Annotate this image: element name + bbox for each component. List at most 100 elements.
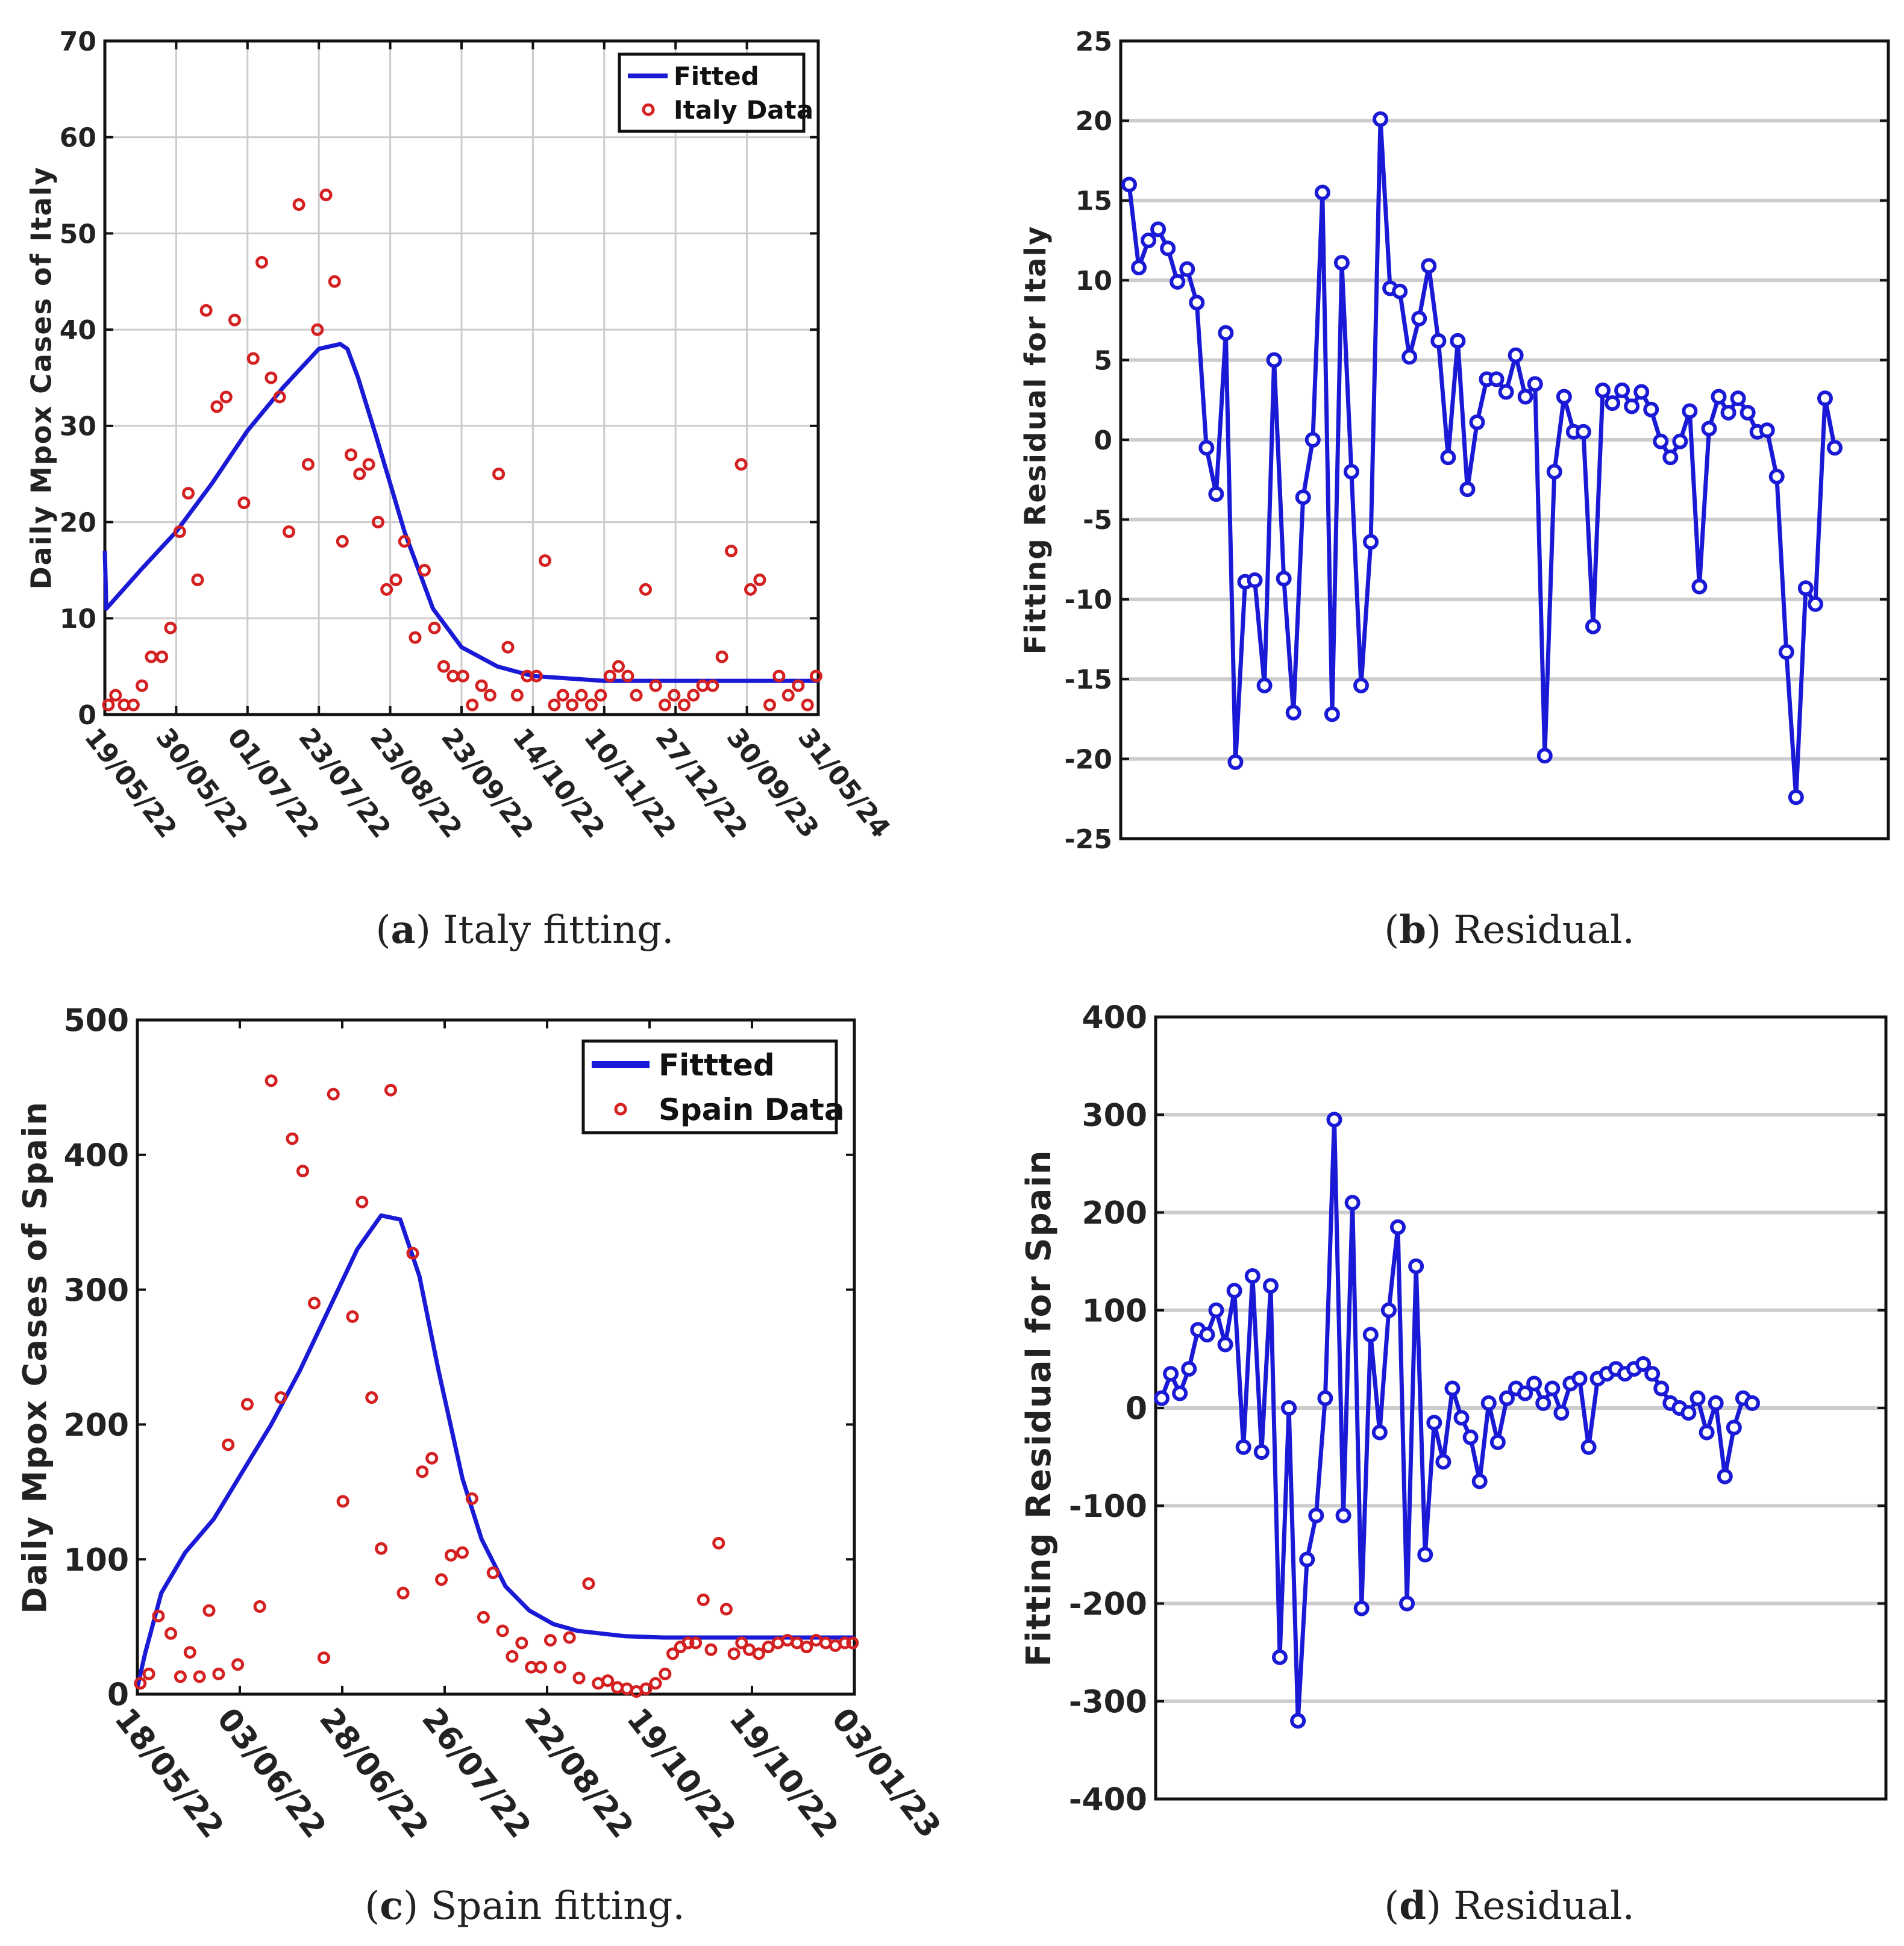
- panel-caption: (a) Italy fitting.: [376, 907, 674, 953]
- data-point: [219, 390, 233, 404]
- data-point: [630, 689, 643, 702]
- data-point: [344, 448, 357, 461]
- data-point: [753, 573, 766, 586]
- data-point: [563, 1631, 576, 1644]
- data-point: [222, 1438, 235, 1451]
- legend-entry: Fitted: [674, 61, 759, 91]
- data-point: [719, 1603, 733, 1616]
- data-point: [384, 1083, 397, 1097]
- residual-point: [1163, 1366, 1179, 1382]
- data-point: [319, 189, 333, 202]
- data-point: [210, 400, 224, 413]
- residual-point: [1689, 1390, 1706, 1406]
- data-point: [658, 698, 671, 712]
- plot-frame: [136, 1018, 856, 1696]
- residual-point: [1256, 677, 1273, 693]
- data-point: [273, 390, 286, 404]
- residual-point: [1680, 1405, 1697, 1421]
- residual-point: [1244, 1268, 1260, 1284]
- data-point: [689, 1636, 703, 1650]
- data-point: [612, 660, 625, 673]
- legend-box: [581, 1039, 838, 1134]
- y-tick-label: 60: [60, 123, 96, 154]
- data-point: [182, 487, 195, 500]
- caption-open-paren: (: [1384, 1884, 1399, 1929]
- data-point: [296, 1165, 309, 1178]
- data-point: [437, 660, 450, 673]
- data-point: [301, 458, 315, 471]
- residual-point: [1253, 1444, 1270, 1460]
- data-point: [706, 679, 719, 692]
- data-point: [134, 1677, 147, 1690]
- data-point: [846, 1636, 859, 1650]
- residual-point: [1285, 704, 1301, 721]
- legend-marker-swatch: [614, 1103, 627, 1116]
- y-tick-label: 5: [1094, 345, 1112, 376]
- data-point: [809, 669, 822, 683]
- caption-text: ) Spain fitting.: [403, 1884, 684, 1929]
- data-point: [265, 371, 278, 384]
- residual-point: [1417, 1547, 1433, 1563]
- residual-point: [1807, 596, 1823, 612]
- data-point: [510, 689, 524, 702]
- residual-point: [1208, 1302, 1224, 1318]
- residual-point: [1276, 571, 1292, 587]
- data-point: [465, 1492, 478, 1505]
- residual-point: [1536, 748, 1553, 764]
- residual-point: [1759, 422, 1775, 439]
- data-point: [800, 1641, 813, 1654]
- data-point: [466, 698, 479, 712]
- residual-point: [1489, 1434, 1506, 1450]
- panel-caption: (b) Residual.: [1384, 907, 1635, 953]
- y-tick-label: 0: [107, 1677, 129, 1713]
- data-point: [127, 698, 140, 712]
- residual-point: [1797, 580, 1814, 596]
- residual-point: [1181, 1361, 1197, 1377]
- residual-point: [1121, 177, 1137, 193]
- residual-point: [1170, 274, 1186, 290]
- residual-point: [1344, 1195, 1361, 1211]
- residual-point: [1160, 240, 1176, 257]
- data-point: [584, 698, 598, 712]
- residual-point: [1208, 486, 1224, 502]
- data-point: [744, 583, 757, 596]
- y-axis-label: Daily Mpox Cases of Spain: [16, 1101, 54, 1614]
- residual-point: [1517, 389, 1533, 405]
- residual-point: [1401, 349, 1418, 365]
- data-point: [483, 689, 496, 702]
- residual-point: [1662, 449, 1679, 466]
- data-point: [666, 1647, 680, 1660]
- data-point: [681, 1636, 695, 1650]
- residual-point: [1817, 390, 1833, 407]
- data-point: [425, 1451, 439, 1465]
- fitted-line: [102, 342, 818, 683]
- data-point: [102, 698, 115, 712]
- y-tick-label: 10: [1076, 266, 1112, 296]
- data-point: [311, 323, 324, 336]
- panel-caption: (d) Residual.: [1384, 1883, 1635, 1929]
- residual-point: [1189, 295, 1205, 311]
- residual-point: [1326, 1112, 1342, 1128]
- y-tick-label: 25: [1076, 27, 1112, 57]
- panel-b: -25 -20 -15 -10 -5 0 5 10 15 20 25 Fitting Residual…: [1019, 27, 1890, 953]
- y-tick-label: 50: [60, 219, 96, 249]
- data-point: [231, 1658, 245, 1671]
- residual-point: [1390, 1219, 1406, 1235]
- panel-a: 01020304050607019/05/2230/05/2201/07/222…: [25, 27, 897, 953]
- residual-point: [1440, 449, 1456, 466]
- data-point: [575, 689, 588, 702]
- residual-point: [1546, 463, 1562, 480]
- data-point: [456, 1546, 469, 1559]
- residual-point: [1353, 1600, 1370, 1616]
- residual-point: [1399, 1595, 1415, 1612]
- data-point: [336, 1495, 349, 1508]
- residual-point: [1335, 1507, 1351, 1524]
- residual-point: [1788, 789, 1804, 806]
- residual-point: [1444, 1380, 1461, 1397]
- residual-point: [1571, 1371, 1588, 1387]
- residual-point: [1131, 260, 1147, 276]
- data-point: [697, 1593, 710, 1606]
- data-point: [228, 313, 241, 327]
- residual-point: [1635, 1356, 1652, 1372]
- residual-point: [1699, 1424, 1715, 1441]
